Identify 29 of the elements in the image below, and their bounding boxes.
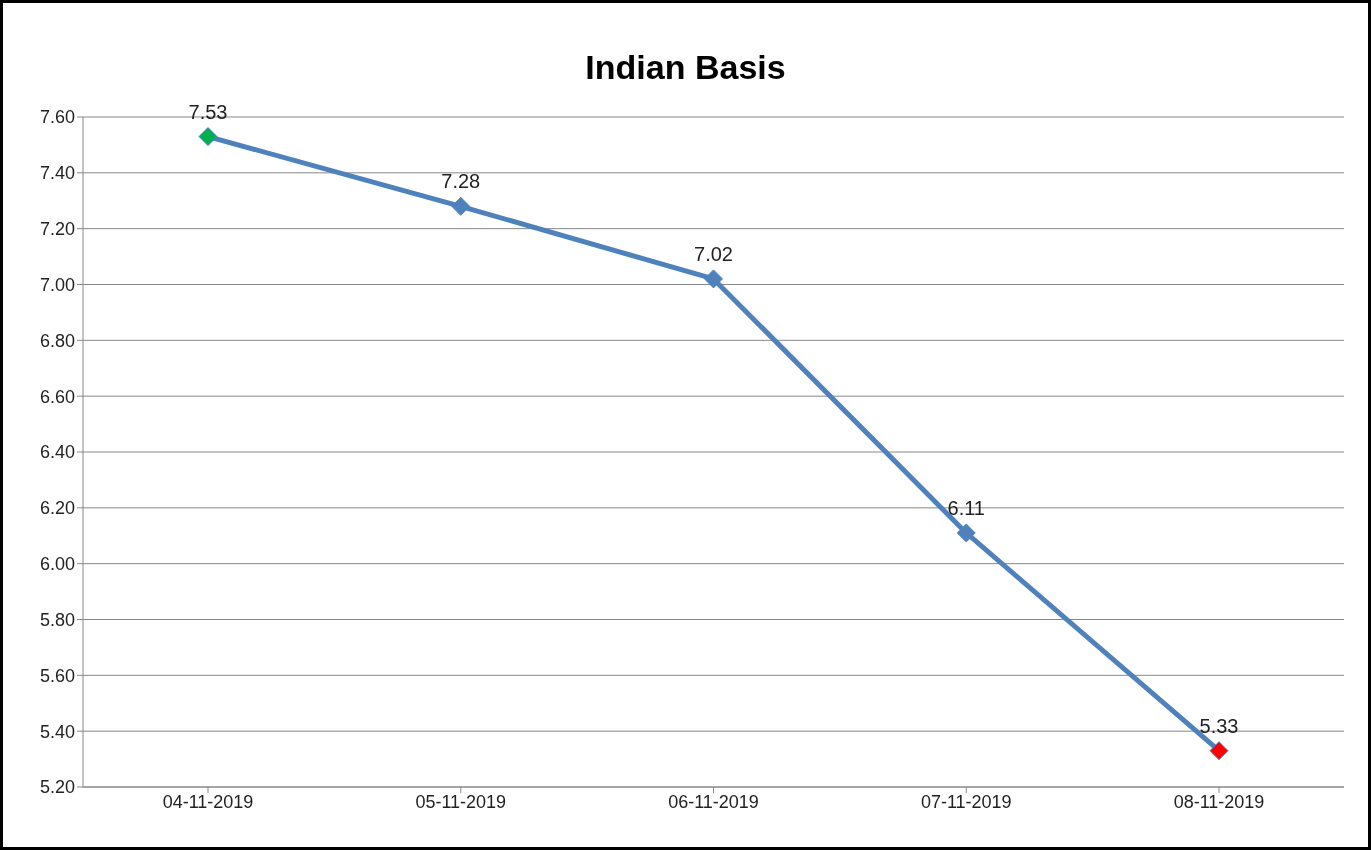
y-tick-label: 6.40 (39, 442, 75, 463)
x-tick-label: 06-11-2019 (668, 791, 759, 812)
y-tick-label: 7.00 (39, 274, 75, 295)
data-label: 7.28 (441, 170, 481, 193)
x-tick-label: 07-11-2019 (920, 791, 1012, 812)
data-label: 7.53 (188, 100, 228, 123)
y-tick-label: 6.20 (39, 498, 75, 519)
data-label: 5.33 (1199, 714, 1239, 737)
y-tick-label: 5.60 (39, 665, 75, 686)
y-tick-label: 7.20 (39, 219, 75, 240)
y-tick-label: 6.00 (39, 554, 75, 575)
x-tick-label: 08-11-2019 (1173, 791, 1265, 812)
y-tick-label: 5.40 (39, 721, 75, 742)
y-tick-label: 5.80 (39, 609, 75, 630)
y-tick-label: 6.80 (39, 330, 75, 351)
point (451, 196, 471, 216)
x-tick-label: 05-11-2019 (415, 791, 507, 812)
point (1209, 741, 1229, 761)
y-tick-label: 6.60 (39, 386, 75, 407)
data-label: 7.02 (694, 242, 733, 265)
x-tick-label: 04-11-2019 (162, 791, 254, 812)
point (704, 269, 723, 289)
data-label: 6.11 (947, 496, 985, 519)
point (198, 127, 218, 147)
point (956, 523, 976, 543)
y-tick-label: 7.40 (39, 163, 75, 184)
y-tick-label: 7.60 (39, 107, 75, 128)
y-tick-label: 5.20 (39, 777, 75, 798)
chart-title: Indian Basis (584, 48, 787, 87)
